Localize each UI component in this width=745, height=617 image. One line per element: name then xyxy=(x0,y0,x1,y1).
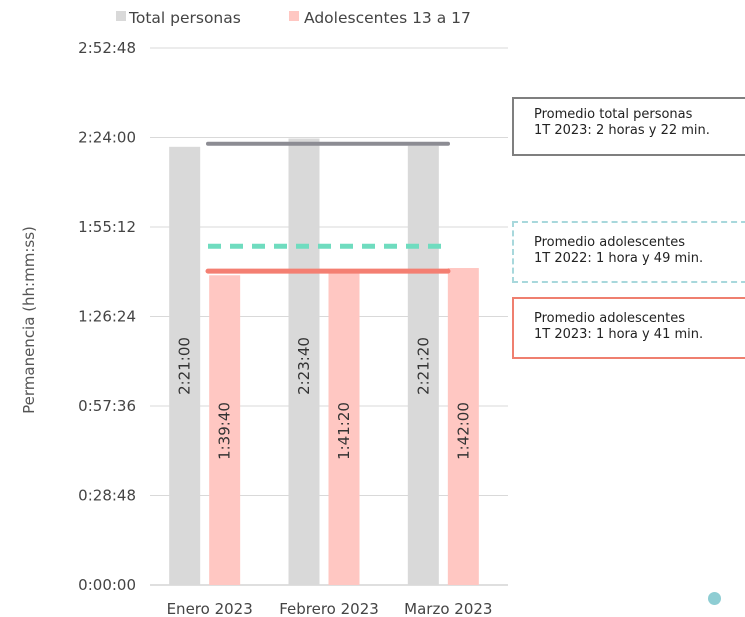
annotation-total-average: Promedio total personas 1T 2023: 2 horas… xyxy=(512,97,745,156)
data-label-total: 2:23:40 xyxy=(295,337,313,395)
y-tick-label: 0:28:48 xyxy=(78,487,136,505)
y-ticks: 0:00:00 0:28:48 0:57:36 1:26:24 1:55:12 2:24:… xyxy=(78,39,136,594)
y-tick-label: 0:57:36 xyxy=(78,397,136,415)
data-label-adolescentes: 1:42:00 xyxy=(454,402,472,460)
legend: Total personas Adolescentes 13 a 17 xyxy=(116,9,471,27)
data-label-adolescentes: 1:39:40 xyxy=(216,402,234,460)
legend-label-total: Total personas xyxy=(128,9,241,27)
bar-adolescentes xyxy=(447,268,479,585)
legend-label-adolescentes: Adolescentes 13 a 17 xyxy=(304,9,471,27)
bar-total xyxy=(407,145,439,585)
data-label-total: 2:21:20 xyxy=(414,337,432,395)
bar-adolescentes xyxy=(209,275,241,585)
data-label-total: 2:21:00 xyxy=(176,337,194,395)
annotation-adolescentes-2023: Promedio adolescentes 1T 2023: 1 hora y … xyxy=(512,297,745,359)
annotation-adol22-line1: Promedio adolescentes xyxy=(534,235,686,250)
x-category-label: Febrero 2023 xyxy=(279,600,379,617)
bar-total xyxy=(288,138,320,585)
data-labels: 2:21:00 1:39:40 2:23:40 1:41:20 2:21:20 1:42:… xyxy=(176,337,473,460)
y-tick-label: 2:52:48 xyxy=(78,39,136,57)
legend-swatch-total xyxy=(116,11,126,21)
y-tick-label: 1:55:12 xyxy=(78,218,136,236)
annotation-adol23-line2: 1T 2023: 1 hora y 41 min. xyxy=(534,327,704,342)
y-tick-label: 2:24:00 xyxy=(78,129,136,147)
annotation-adol22-line2: 1T 2022: 1 hora y 49 min. xyxy=(534,251,704,266)
decorative-dot xyxy=(708,592,721,605)
annotation-adolescentes-2022: Promedio adolescentes 1T 2022: 1 hora y … xyxy=(512,221,745,283)
legend-swatch-adolescentes xyxy=(289,11,299,21)
annotation-total-line2: 1T 2023: 2 horas y 22 min. xyxy=(534,123,710,138)
bars xyxy=(169,138,479,585)
annotation-total-line1: Promedio total personas xyxy=(534,107,693,122)
x-category-label: Marzo 2023 xyxy=(404,600,492,617)
y-tick-label: 1:26:24 xyxy=(78,308,136,326)
y-tick-label: 0:00:00 xyxy=(78,576,136,594)
annotation-adol23-line1: Promedio adolescentes xyxy=(534,311,686,326)
bar-adolescentes xyxy=(328,270,360,585)
reference-lines xyxy=(205,141,451,274)
y-axis-label: Permanencia (hh:mm:ss) xyxy=(20,226,38,414)
x-category-label: Enero 2023 xyxy=(167,600,253,617)
bar-total xyxy=(169,146,201,585)
data-label-adolescentes: 1:41:20 xyxy=(335,402,353,460)
x-categories: Enero 2023 Febrero 2023 Marzo 2023 xyxy=(167,600,493,617)
